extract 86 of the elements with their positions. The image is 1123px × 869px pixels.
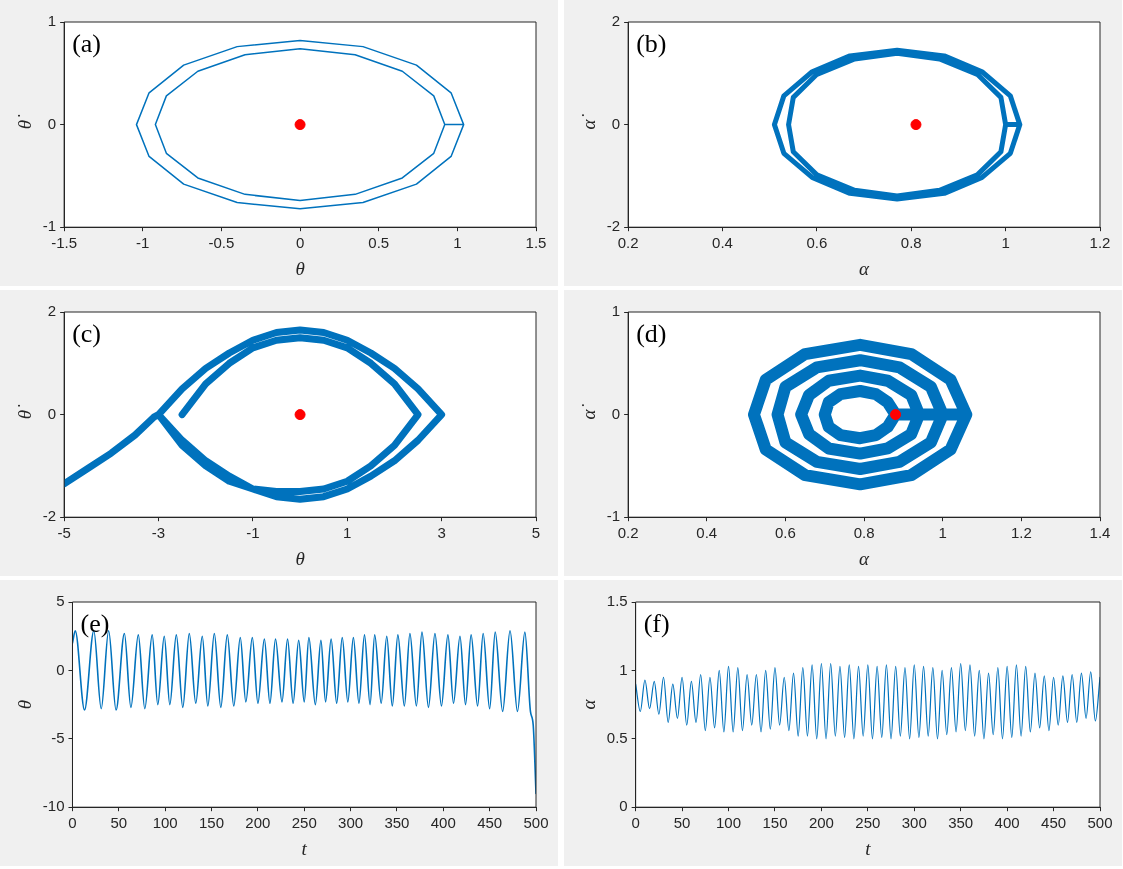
x-tick-label: 0 (295, 234, 305, 252)
y-axis-title: α̇ (578, 403, 600, 420)
y-tick-label: 0 (611, 404, 621, 422)
x-tick-label: 400 (430, 814, 456, 832)
x-tick-label: 0.8 (900, 234, 922, 252)
x-tick-label: 1.2 (1010, 524, 1032, 542)
x-tick-label: 300 (901, 814, 927, 832)
x-tick-label: -1 (246, 524, 260, 542)
x-axis-title: α (859, 257, 871, 279)
x-tick-label: 0.8 (853, 524, 875, 542)
y-axis-title: θ (14, 699, 36, 710)
x-tick-label: -3 (151, 524, 166, 542)
y-tick-label: 0 (56, 660, 65, 678)
annotation: (c) (72, 318, 101, 348)
y-tick-label: -1 (606, 507, 621, 525)
annotation: (f) (643, 608, 670, 638)
y-tick-label: 2 (611, 12, 621, 30)
x-tick-label: 0 (631, 814, 640, 832)
y-tick-label: 1 (47, 12, 57, 30)
annotation: (a) (72, 28, 101, 58)
y-tick-label: 0 (619, 797, 628, 815)
x-axis-title: θ (295, 547, 305, 569)
y-tick-label: 0 (47, 114, 57, 132)
y-tick-label: 1 (619, 660, 628, 678)
y-tick-label: -10 (42, 797, 65, 815)
x-axis-title: t (865, 837, 872, 859)
x-tick-label: 150 (199, 814, 225, 832)
x-tick-label: 0 (68, 814, 77, 832)
x-tick-label: -1 (136, 234, 150, 252)
x-tick-label: 200 (808, 814, 834, 832)
x-tick-label: 200 (245, 814, 271, 832)
x-tick-label: 5 (531, 524, 541, 542)
annotation: (b) (636, 28, 667, 58)
x-axis-title: t (301, 837, 308, 859)
x-tick-label: 300 (338, 814, 364, 832)
x-tick-label: 100 (716, 814, 742, 832)
x-tick-label: 1.2 (1089, 234, 1111, 252)
x-axis-title: α (859, 547, 871, 569)
y-tick-label: 0 (611, 114, 621, 132)
x-tick-label: 250 (291, 814, 317, 832)
y-axis-title: θ̇ (14, 113, 36, 130)
y-tick-label: 0.5 (606, 728, 628, 746)
x-tick-label: 500 (1087, 814, 1113, 832)
x-tick-label: -0.5 (208, 234, 235, 252)
x-tick-label: 1.4 (1089, 524, 1111, 542)
y-tick-label: -1 (42, 217, 57, 235)
x-tick-label: 450 (1041, 814, 1067, 832)
x-axis-title: θ (295, 257, 305, 279)
x-tick-label: 500 (523, 814, 549, 832)
x-tick-label: 1 (453, 234, 462, 252)
annotation: (e) (80, 608, 110, 638)
y-tick-label: -2 (42, 507, 57, 525)
x-tick-label: 1 (1001, 234, 1010, 252)
x-tick-label: 0.5 (368, 234, 390, 252)
y-axis-title: α̇ (578, 113, 600, 130)
y-tick-label: 1.5 (606, 592, 628, 610)
y-tick-label: 2 (47, 302, 57, 320)
x-tick-label: 400 (994, 814, 1020, 832)
x-tick-label: 100 (152, 814, 178, 832)
y-tick-label: -2 (606, 217, 621, 235)
x-tick-label: 1 (938, 524, 947, 542)
x-tick-label: -1.5 (51, 234, 78, 252)
x-tick-label: 0.6 (775, 524, 796, 542)
y-axis-title: α (578, 698, 600, 710)
line-series (635, 662, 1100, 740)
x-tick-label: 0.2 (617, 234, 639, 252)
x-tick-label: 3 (437, 524, 446, 542)
x-tick-label: 150 (762, 814, 788, 832)
y-tick-label: -5 (51, 728, 65, 746)
x-tick-label: 250 (855, 814, 881, 832)
x-tick-label: 1 (343, 524, 352, 542)
annotation: (d) (636, 318, 667, 348)
x-tick-label: 350 (948, 814, 974, 832)
y-tick-label: 1 (611, 302, 621, 320)
y-tick-label: 5 (56, 592, 65, 610)
x-tick-label: 1.5 (525, 234, 547, 252)
x-tick-label: 0.4 (696, 524, 718, 542)
x-tick-label: 350 (384, 814, 410, 832)
x-tick-label: 50 (673, 814, 691, 832)
x-tick-label: 0.4 (712, 234, 733, 252)
x-tick-label: 0.2 (617, 524, 639, 542)
x-tick-label: 50 (110, 814, 128, 832)
x-tick-label: 0.6 (806, 234, 828, 252)
y-tick-label: 0 (47, 404, 57, 422)
x-tick-label: 450 (477, 814, 503, 832)
y-axis-title: θ̇ (14, 403, 36, 420)
